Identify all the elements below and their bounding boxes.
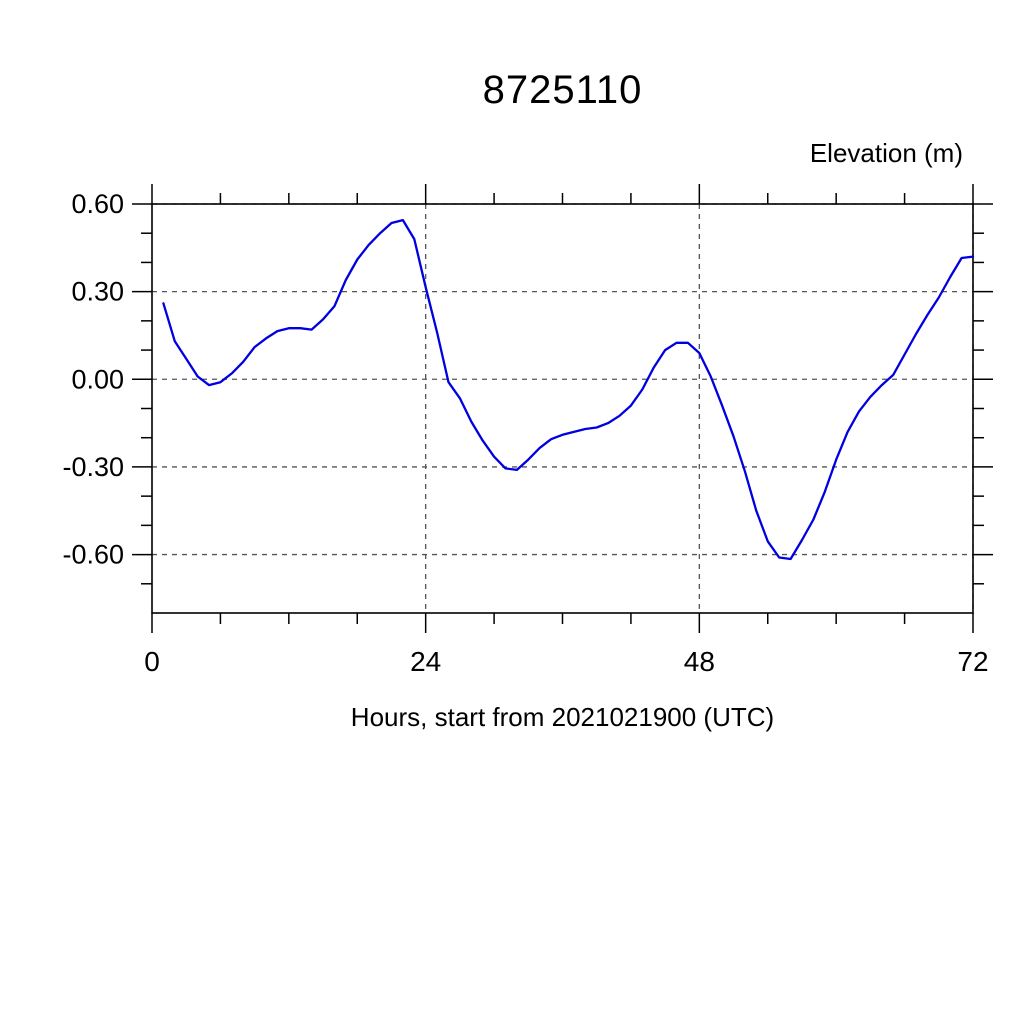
x-tick-label: 48 [684,646,715,677]
x-tick-labels: 0 24 48 72 [144,646,988,677]
gridlines [152,203,974,613]
y-tick-label: 0.00 [71,364,124,394]
x-tick-label: 0 [144,646,160,677]
plot-frame [151,203,974,614]
y-tick-labels: 0.60 0.30 0.00 -0.30 -0.60 [62,189,124,570]
x-axis-title: Hours, start from 2021021900 (UTC) [350,702,775,732]
y-tick-label: 0.30 [71,277,124,307]
x-tick-label: 24 [410,646,441,677]
y-axis-title: Elevation (m) [809,138,963,168]
x-tick-label: 72 [957,646,988,677]
elevation-series-line [162,218,975,561]
axis-ticks [132,184,993,633]
y-tick-label: 0.60 [71,189,124,219]
y-tick-label: -0.30 [62,452,124,482]
elevation-curve [162,218,975,561]
y-tick-label: -0.60 [62,540,124,570]
station-id-title: 8725110 [482,68,643,112]
